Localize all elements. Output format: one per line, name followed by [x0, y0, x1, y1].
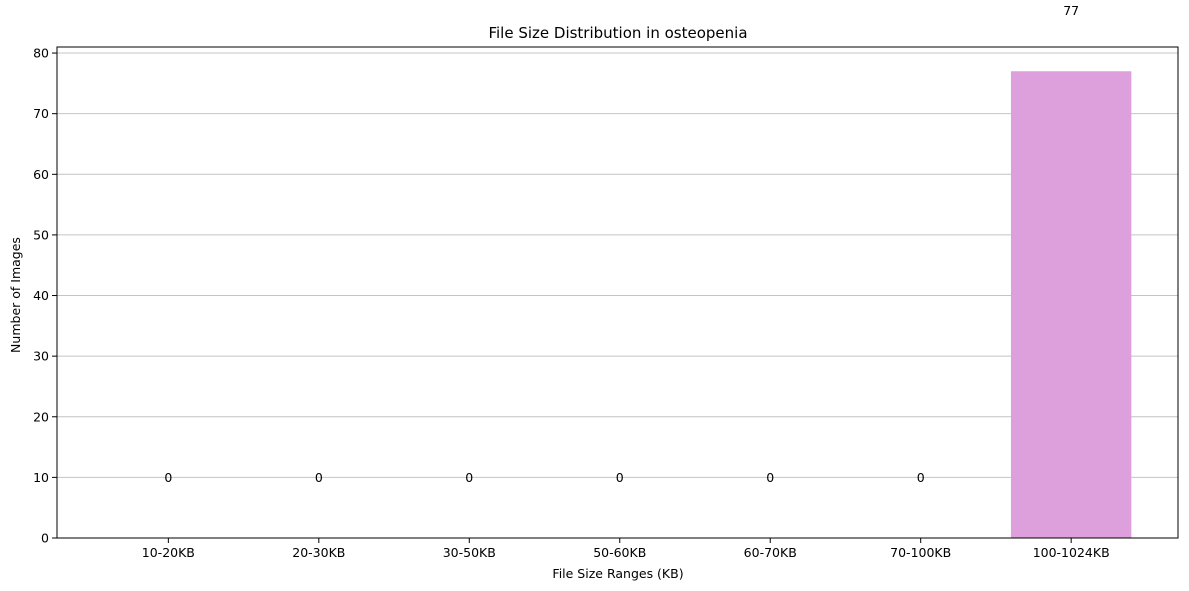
y-tick-label: 40 [33, 288, 49, 303]
data-label: 0 [465, 470, 473, 485]
y-tick-label: 80 [33, 46, 49, 61]
x-tick-label: 50-60KB [593, 545, 646, 560]
data-label: 0 [766, 470, 774, 485]
y-axis-ticks: 0 10 20 30 40 50 60 70 80 [33, 46, 57, 546]
y-tick-label: 30 [33, 349, 49, 364]
data-label: 0 [164, 470, 172, 485]
data-labels: 0 0 0 0 0 0 77 [164, 3, 1079, 485]
data-label: 77 [1063, 3, 1079, 18]
data-label: 0 [315, 470, 323, 485]
y-tick-label: 70 [33, 106, 49, 121]
y-tick-label: 20 [33, 409, 49, 424]
x-axis-ticks: 10-20KB 20-30KB 30-50KB 50-60KB 60-70KB 70-10… [142, 538, 1110, 560]
x-tick-label: 70-100KB [890, 545, 951, 560]
y-axis-label: Number of Images [8, 237, 23, 353]
grid-lines [57, 52, 1178, 478]
data-label: 0 [616, 470, 624, 485]
y-tick-label: 0 [41, 531, 49, 546]
chart-title: File Size Distribution in osteopenia [488, 24, 747, 42]
x-tick-label: 10-20KB [142, 545, 195, 560]
bars [1010, 71, 1132, 538]
x-tick-label: 30-50KB [443, 545, 496, 560]
plot-frame [56, 46, 1179, 539]
y-tick-label: 10 [33, 470, 49, 485]
y-tick-label: 60 [33, 167, 49, 182]
x-axis-label: File Size Ranges (KB) [552, 566, 683, 581]
x-tick-label: 20-30KB [292, 545, 345, 560]
data-label: 0 [917, 470, 925, 485]
bar-100-1024KB [1010, 71, 1132, 538]
axes-frame [56, 46, 1179, 539]
y-tick-label: 50 [33, 227, 49, 242]
x-tick-label: 60-70KB [744, 545, 797, 560]
x-tick-label: 100-1024KB [1033, 545, 1110, 560]
